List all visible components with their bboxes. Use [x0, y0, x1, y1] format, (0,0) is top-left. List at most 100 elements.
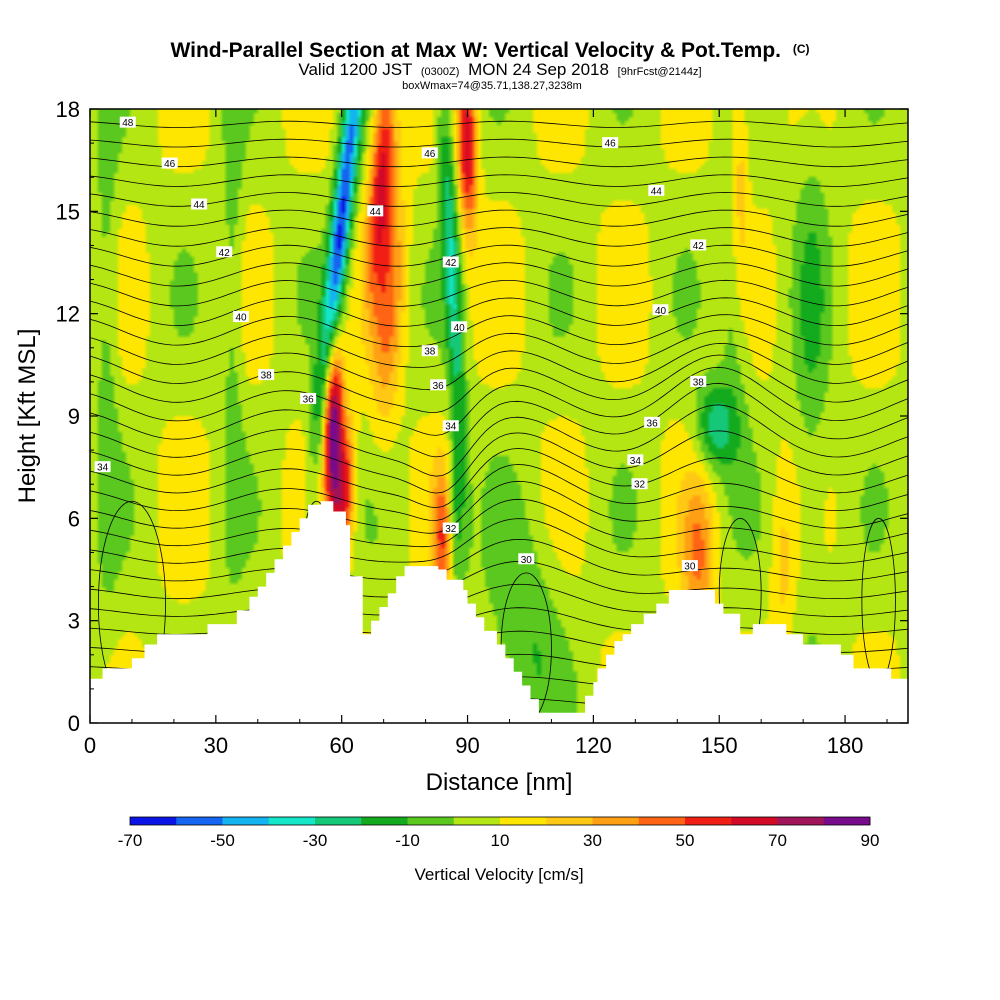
title-mark: (C)	[793, 42, 810, 56]
colorbar-segment	[592, 817, 640, 825]
svg-text:42: 42	[219, 248, 231, 259]
theta-contour-label: 46	[161, 157, 178, 170]
colorbar-tick-label: -10	[395, 831, 420, 850]
x-axis-label: Distance [nm]	[426, 769, 573, 796]
theta-contour-line	[90, 583, 908, 617]
svg-text:46: 46	[605, 139, 617, 150]
svg-text:40: 40	[454, 323, 466, 334]
svg-text:36: 36	[647, 418, 659, 429]
theta-contour-label: 40	[652, 304, 669, 317]
x-tick-label: 30	[204, 733, 228, 758]
svg-text:48: 48	[122, 118, 134, 129]
colorbar-segment	[407, 817, 455, 825]
svg-text:42: 42	[445, 258, 457, 269]
theta-contour-line	[90, 262, 908, 287]
theta-contour-line	[90, 329, 908, 368]
svg-text:32: 32	[634, 480, 646, 491]
theta-contour-line	[90, 174, 908, 187]
colorbar-segment	[361, 817, 408, 825]
theta-contour-line	[90, 354, 908, 413]
theta-contour-line	[90, 227, 908, 247]
theta-contour-line	[90, 464, 908, 521]
colorbar-tick-label: 10	[491, 831, 510, 850]
vertical-velocity-field	[90, 109, 908, 723]
svg-text:34: 34	[445, 422, 457, 433]
theta-contour-label: 46	[421, 147, 438, 160]
colorbar-segment	[685, 817, 732, 825]
colorbar-tick-label: -70	[118, 831, 143, 850]
y-tick-label: 0	[68, 711, 80, 736]
y-tick-label: 12	[56, 302, 80, 327]
theta-contour-line	[90, 480, 908, 534]
theta-contour-label: 32	[442, 522, 459, 535]
chart-title: Wind-Parallel Section at Max W: Vertical…	[170, 39, 809, 62]
theta-contour-line	[90, 138, 908, 148]
theta-contour-label: 34	[442, 420, 459, 433]
svg-text:38: 38	[261, 371, 273, 382]
y-tick-label: 15	[56, 199, 80, 224]
colorbar-tick-label: -50	[210, 831, 235, 850]
y-axis: 0 36 9 12 15 18	[56, 97, 908, 736]
y-tick-label: 18	[56, 97, 80, 122]
colorbar-segment	[222, 817, 270, 825]
theta-contour-label: 34	[627, 454, 644, 467]
theta-contour-label: 38	[258, 369, 275, 382]
theta-contour-line	[90, 209, 908, 227]
theta-contour-label: 44	[367, 205, 384, 218]
theta-contour-line	[90, 342, 908, 391]
svg-text:42: 42	[693, 241, 705, 252]
colorbar-tick-label: 30	[583, 831, 602, 850]
theta-contour-line	[90, 314, 908, 347]
chart-subtitle: Valid 1200 JST (0300Z) MON 24 Sep 2018 […	[298, 60, 701, 79]
theta-contour-label: 30	[681, 560, 698, 573]
x-tick-label: 60	[329, 733, 353, 758]
theta-contour-line	[90, 156, 908, 168]
colorbar-segment	[500, 817, 547, 825]
y-axis-label: Height [Kft MSL]	[14, 329, 41, 504]
theta-contour-line	[90, 518, 908, 564]
svg-text:36: 36	[303, 394, 315, 405]
svg-text:44: 44	[651, 186, 663, 197]
svg-text:44: 44	[370, 207, 382, 218]
theta-contour-line	[90, 244, 908, 267]
theta-contour-line	[90, 192, 908, 207]
colorbar-tick-label: 70	[768, 831, 787, 850]
colorbar-segment	[546, 817, 593, 825]
colorbar-segment	[453, 817, 501, 825]
theta-contour-line	[90, 120, 908, 128]
svg-text:36: 36	[433, 381, 445, 392]
colorbar-segment	[315, 817, 362, 825]
theta-contour-line	[90, 430, 908, 494]
theta-contour-line	[90, 538, 908, 582]
y-tick-label: 3	[68, 609, 80, 634]
x-tick-label: 150	[701, 733, 738, 758]
theta-contour-label: 46	[602, 137, 619, 150]
theta-contour-label: 36	[300, 392, 317, 405]
theta-contour-labels: 30 30 32 32 34 34 34 36 36 36 38 38 38 40 40 40 42 42 42 44…	[94, 116, 707, 573]
theta-contour-label: 30	[518, 553, 535, 566]
plot-area: 30 30 32 32 34 34 34 36 36 36 38 38 38 40 40 40 42 42 42 44…	[90, 109, 908, 723]
colorbar-label: Vertical Velocity [cm/s]	[414, 865, 583, 884]
colorbar-segment	[777, 817, 825, 825]
colorbar-tick-label: 50	[676, 831, 695, 850]
svg-text:34: 34	[97, 463, 109, 474]
chart-subtitle-2: boxWmax=74@35.71,138.27,3238m	[402, 80, 582, 92]
svg-text:30: 30	[684, 562, 696, 573]
theta-contour-line	[90, 404, 908, 477]
colorbar: -70 -50 -30 -10 10 30 50 70 90	[118, 816, 880, 850]
theta-contour-label: 40	[233, 311, 250, 324]
x-tick-label: 90	[455, 733, 479, 758]
y-tick-label: 9	[68, 404, 80, 429]
theta-contour-label: 42	[690, 239, 707, 252]
theta-contour-label: 32	[631, 478, 648, 491]
colorbar-tick-label: 90	[861, 831, 880, 850]
theta-contour-label: 36	[644, 416, 661, 429]
colorbar-segment	[638, 817, 686, 825]
theta-contour-line	[90, 366, 908, 436]
svg-text:40: 40	[235, 313, 247, 324]
theta-contour-label: 48	[119, 116, 136, 129]
svg-text:46: 46	[164, 159, 176, 170]
colorbar-segment	[176, 817, 223, 825]
theta-contour-line	[90, 279, 908, 307]
